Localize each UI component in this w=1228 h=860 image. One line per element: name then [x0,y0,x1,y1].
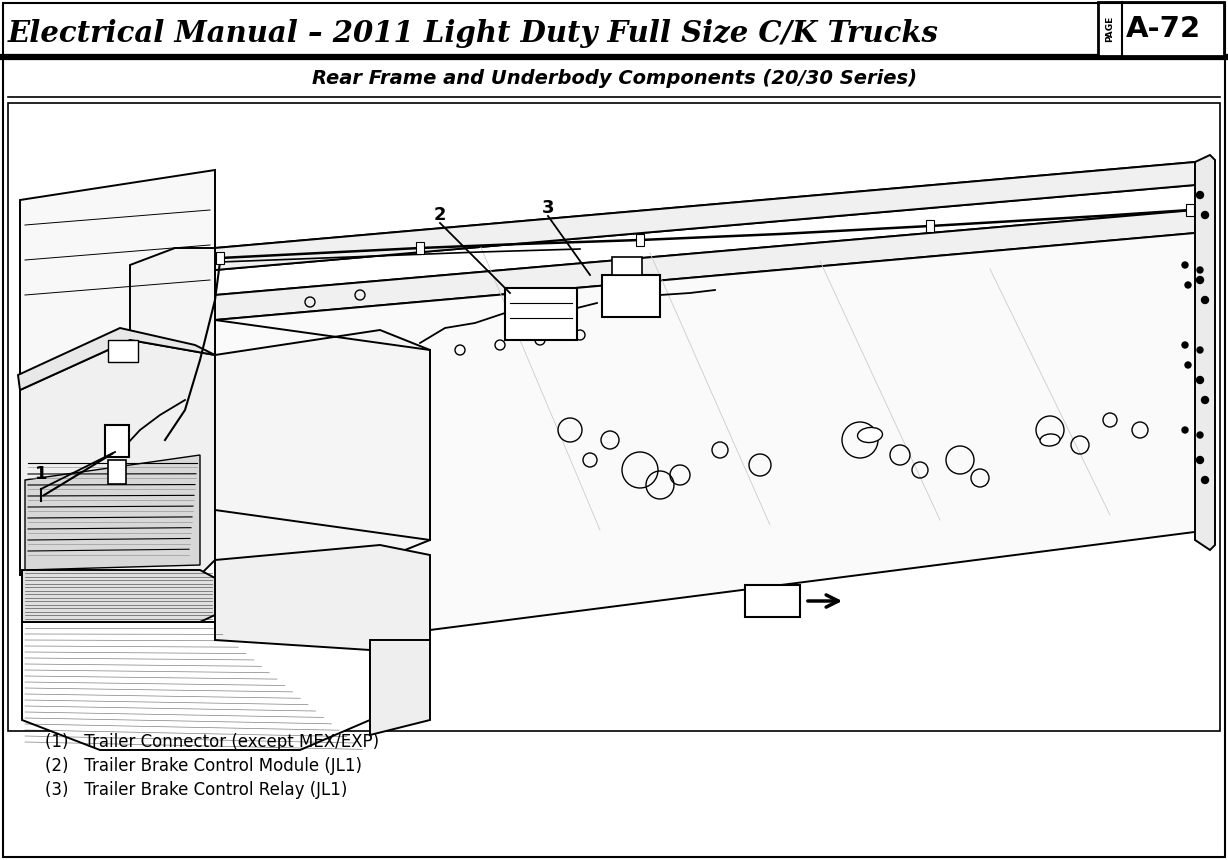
Text: A-72: A-72 [1125,15,1201,43]
Circle shape [1201,476,1208,483]
Bar [9,103,1219,731]
Bar [1186,204,1194,216]
Text: PAGE: PAGE [1105,15,1115,42]
Text: 1: 1 [34,465,47,483]
Ellipse shape [1040,434,1060,446]
Circle shape [1196,377,1203,384]
Bar [636,234,643,246]
Polygon shape [130,248,215,555]
Polygon shape [215,545,430,650]
Bar [108,460,126,484]
Bar [216,252,223,264]
Circle shape [1196,277,1203,284]
Bar [745,585,799,617]
Bar [926,220,935,232]
Circle shape [1183,427,1187,433]
Text: (2)   Trailer Brake Control Module (JL1): (2) Trailer Brake Control Module (JL1) [45,757,362,775]
Bar [108,340,138,362]
Circle shape [1183,262,1187,268]
Polygon shape [215,330,430,560]
Polygon shape [22,622,370,750]
Text: (3)   Trailer Brake Control Relay (JL1): (3) Trailer Brake Control Relay (JL1) [45,781,348,799]
Circle shape [1185,282,1191,288]
Bar [602,275,659,317]
Polygon shape [215,233,1210,630]
Text: (1)   Trailer Connector (except MEX/EXP): (1) Trailer Connector (except MEX/EXP) [45,733,379,751]
Polygon shape [20,170,215,390]
Circle shape [1196,457,1203,464]
Circle shape [1197,347,1203,353]
Circle shape [1197,267,1203,273]
Bar [416,242,424,254]
Text: 3: 3 [542,199,554,217]
Text: Rear Frame and Underbody Components (20/30 Series): Rear Frame and Underbody Components (20/… [312,69,916,88]
Text: Electrical Manual – 2011 Light Duty Full Size C/K Trucks: Electrical Manual – 2011 Light Duty Full… [9,20,939,48]
Bar [612,257,642,275]
Ellipse shape [857,427,883,443]
Circle shape [1201,212,1208,218]
Bar [106,425,129,457]
Polygon shape [215,210,1195,320]
Circle shape [1201,297,1208,304]
Circle shape [1183,342,1187,348]
Text: 2: 2 [433,206,446,224]
Polygon shape [1195,155,1214,550]
Bar [1098,2,1224,56]
Circle shape [1197,432,1203,438]
Circle shape [1196,192,1203,199]
Circle shape [1185,362,1191,368]
Polygon shape [25,455,200,570]
Bar [505,288,577,340]
Polygon shape [22,570,215,622]
Polygon shape [18,328,215,390]
Polygon shape [20,340,215,580]
Circle shape [1201,396,1208,403]
Polygon shape [215,162,1195,270]
Polygon shape [370,640,430,735]
